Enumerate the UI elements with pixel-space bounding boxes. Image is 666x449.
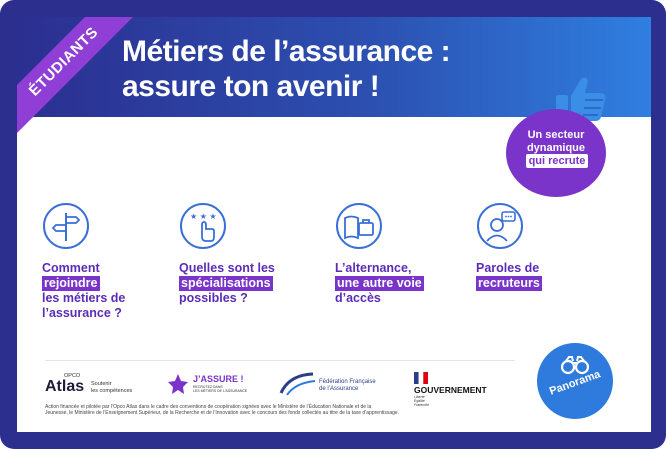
svg-text:★ ★ ★: ★ ★ ★ (190, 212, 217, 221)
footer-line-1: Action financée et pilotée par l’Opco At… (45, 404, 372, 410)
gouv-motto-1: Liberté (414, 395, 425, 399)
title-line-1: Métiers de l’assurance : (122, 35, 451, 68)
footer-line-2: Jeunesse, le Ministère de l’Enseignement… (45, 410, 400, 416)
topic-line: l’assurance ? (42, 306, 122, 320)
topic-line: d’accès (335, 291, 381, 305)
atlas-opco-text: OPCO (64, 373, 81, 379)
topic-label: Paroles de recruteurs (476, 261, 542, 291)
book-briefcase-icon (336, 203, 382, 249)
jassure-sub-2: LES MÉTIERS DE L’ASSURANCE (193, 389, 248, 393)
poster-card: Métiers de l’assurance : assure ton aven… (17, 17, 651, 432)
binoculars-icon (561, 356, 589, 375)
topic-line: Comment (42, 261, 100, 275)
topic-line: Quelles sont les (179, 261, 275, 275)
ffa-line-2: de l’Assurance (319, 386, 359, 392)
atlas-logo: Atlas (45, 378, 85, 395)
topic-line: Paroles de (476, 261, 540, 275)
jassure-logo: J’ASSURE ! (193, 374, 244, 384)
gouvernement-logo: GOUVERNEMENT (414, 385, 487, 395)
badge-line-1: Un secteur (527, 129, 585, 141)
topic-label: Comment rejoindre les métiers de l’assur… (42, 261, 125, 321)
topic-highlight: une autre voie (335, 276, 424, 291)
gouv-motto-2: Égalité (414, 399, 425, 403)
rating-tap-icon: ★ ★ ★ (180, 203, 226, 249)
title-line-2: assure ton avenir ! (122, 70, 380, 103)
atlas-tagline-1: Soutenir (91, 381, 112, 387)
topic-line: possibles ? (179, 291, 248, 305)
marianne-flag-icon (414, 372, 428, 384)
title-banner: Métiers de l’assurance : assure ton aven… (17, 17, 651, 117)
topic-line: L’alternance, (335, 261, 412, 275)
atlas-tagline-2: les compétences (91, 388, 133, 394)
topic-line: les métiers de (42, 291, 126, 305)
ffa-swoosh-icon (279, 372, 316, 396)
gouv-motto-3: Fraternité (414, 403, 429, 407)
topic-highlight: spécialisations (179, 276, 273, 291)
badge-line-2: dynamique (526, 142, 586, 154)
topic-label: Quelles sont les spécialisations possibl… (179, 261, 275, 306)
jassure-sub-1: RECRUTEZ DANS (193, 385, 223, 389)
panorama-badge[interactable]: Panorama (537, 343, 613, 419)
topic-highlight: rejoindre (42, 276, 100, 291)
footer-note: Action financée et pilotée par l’Opco At… (45, 404, 505, 416)
badge-line-3: qui recrute (526, 154, 588, 168)
footer-divider (45, 360, 515, 361)
recruiting-badge: Un secteur dynamique qui recrute (506, 109, 606, 197)
jassure-star-icon (168, 374, 188, 394)
signpost-icon (43, 203, 89, 249)
topic-label: L’alternance, une autre voie d’accès (335, 261, 424, 306)
ffa-line-1: Fédération Française (319, 379, 376, 385)
recruiter-chat-icon (477, 203, 523, 249)
topic-highlight: recruteurs (476, 276, 542, 291)
